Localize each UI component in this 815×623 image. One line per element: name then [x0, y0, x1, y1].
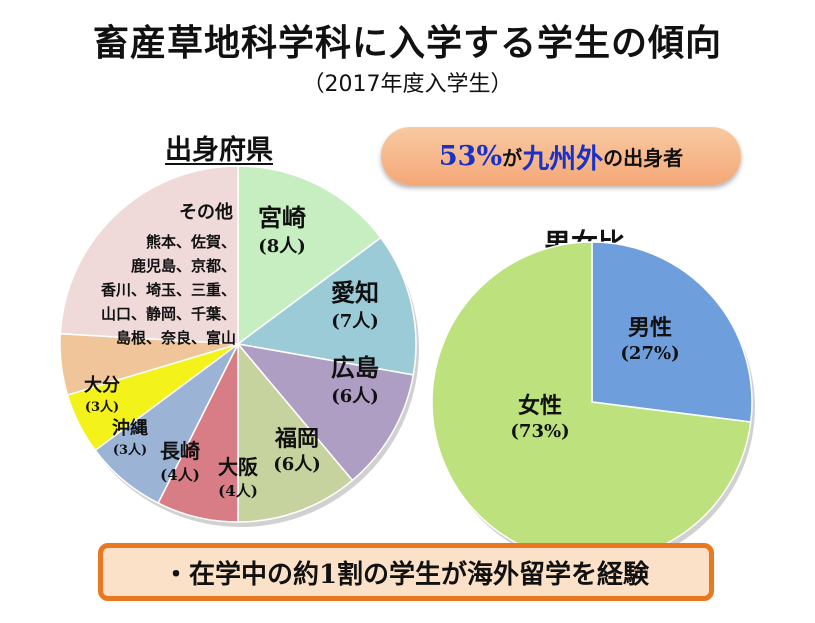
callout-percent: 53%	[438, 140, 503, 172]
callout-suffix: の出身者	[603, 145, 684, 170]
pie-slice-miyazaki	[237, 165, 382, 346]
pie-slice-male	[591, 241, 753, 423]
pie-slice-aichi	[236, 236, 417, 376]
slice-value-oita: (3人)	[85, 399, 119, 415]
origin-chart-title: 出身府県	[165, 135, 273, 166]
out-of-kyushu-callout: 53% が 九州外 の出身者	[381, 127, 741, 185]
slice-label-miyazaki: 宮崎	[258, 203, 306, 232]
slice-value-male: (27%)	[620, 343, 679, 364]
slice-label-male: 男性	[628, 315, 672, 341]
pie-slice-fukuoka	[237, 341, 354, 523]
slice-label-osaka: 大阪	[218, 455, 259, 479]
slice-label-female: 女性	[518, 393, 562, 419]
slice-value-fukuoka: (6人)	[273, 454, 321, 475]
pie-slice-other	[59, 165, 239, 345]
slice-value-nagasaki: (4人)	[160, 466, 200, 484]
pie-slice-hiroshima	[236, 342, 415, 482]
callout-region: 九州外	[522, 143, 604, 175]
slice-detail-line-0: 熊本、佐賀、	[146, 233, 236, 251]
slice-detail-line-4: 島根、奈良、富山	[116, 329, 236, 347]
slice-label-fukuoka: 福岡	[274, 426, 319, 452]
callout-particle: が	[502, 145, 523, 170]
slice-label-aichi: 愛知	[331, 278, 379, 307]
slice-value-miyazaki: (8人)	[258, 236, 306, 257]
slice-value-osaka: (4人)	[218, 482, 258, 500]
slice-value-aichi: (7人)	[331, 311, 379, 332]
slice-value-okinawa: (3人)	[113, 442, 147, 458]
slice-detail-line-1: 鹿児島、京都、	[131, 257, 236, 275]
slice-label-okinawa: 沖縄	[112, 417, 148, 439]
slice-value-hiroshima: (6人)	[331, 386, 379, 407]
page-subtitle: （2017年度入学生）	[302, 72, 513, 97]
slice-detail-line-2: 香川、埼玉、三重、	[101, 281, 236, 299]
pie-slice-female	[431, 241, 752, 563]
study-abroad-banner: ・在学中の約1割の学生が海外留学を経験	[98, 543, 714, 601]
slice-label-hiroshima: 広島	[331, 353, 379, 382]
slice-detail-line-3: 山口、静岡、千葉、	[101, 305, 236, 323]
slice-label-nagasaki: 長崎	[160, 439, 200, 463]
page-title: 畜産草地科学科に入学する学生の傾向	[92, 23, 722, 64]
slice-label-oita: 大分	[84, 374, 120, 396]
slice-value-female: (73%)	[510, 421, 569, 442]
slice-label-other: その他	[179, 201, 233, 223]
